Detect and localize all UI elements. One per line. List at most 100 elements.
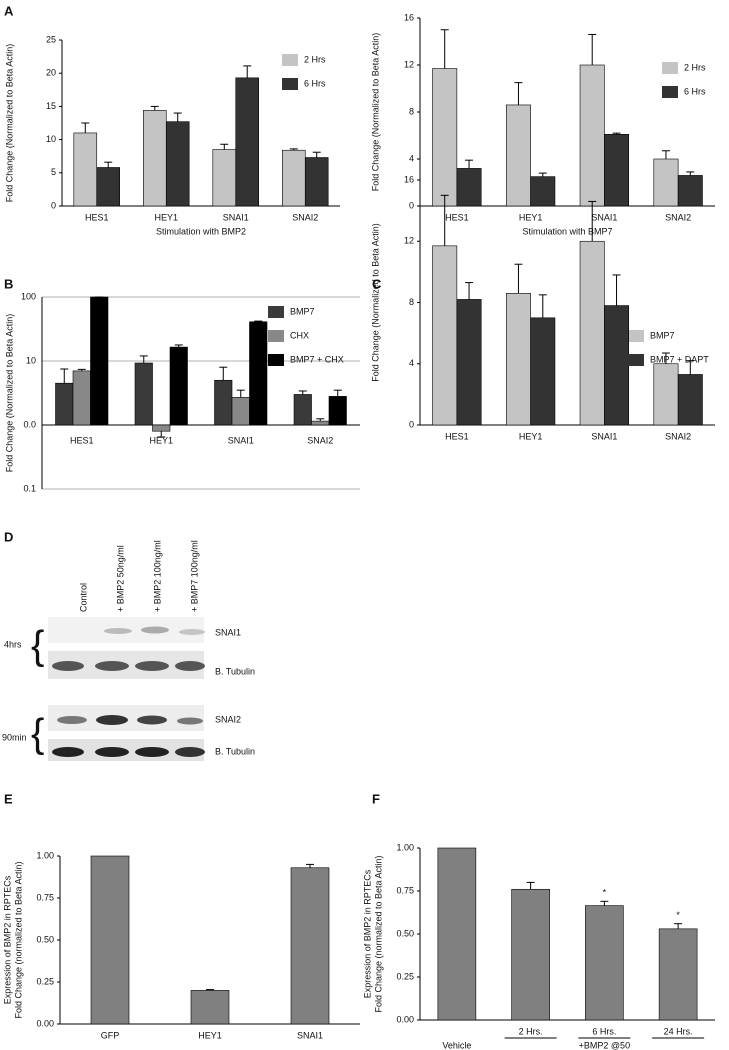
y-tick-label: 1.00 bbox=[396, 842, 414, 852]
y-tick-label: 25 bbox=[46, 34, 56, 44]
y-tick-label: 0 bbox=[409, 419, 414, 429]
band bbox=[52, 661, 84, 671]
group-label: 4hrs bbox=[4, 639, 22, 649]
bar bbox=[456, 299, 482, 426]
x-tick-label: SNAI1 bbox=[228, 435, 254, 445]
blot: D Control + BMP2 50ng/ml + BMP2 100ng/ml… bbox=[2, 529, 255, 761]
y-tick-label: 8 bbox=[409, 106, 414, 116]
bar bbox=[73, 132, 98, 207]
x-tick-label: GFP bbox=[101, 1030, 120, 1040]
x-axis-label: Stimulation with BMP2 bbox=[156, 226, 246, 236]
bar bbox=[432, 245, 458, 426]
bar bbox=[134, 362, 153, 426]
legend-label: BMP7 + DAPT bbox=[650, 354, 709, 364]
y-tick-label: 5 bbox=[51, 167, 56, 177]
band bbox=[96, 715, 128, 725]
y-tick-label: 100 bbox=[21, 291, 36, 301]
x-tick-label: SNAI2 bbox=[307, 435, 333, 445]
legend-swatch bbox=[268, 306, 284, 318]
y-axis-label: Fold Change (normalized to Beta Actin) bbox=[373, 855, 383, 1012]
panel-letter: C bbox=[372, 276, 382, 291]
y-axis-label: Fold Change (normalized to Beta Actin) bbox=[13, 861, 23, 1018]
bar bbox=[169, 346, 188, 426]
bar bbox=[505, 293, 531, 426]
band bbox=[95, 747, 129, 757]
row-label: SNAI2 bbox=[215, 714, 241, 724]
panel-letter: B bbox=[4, 276, 13, 291]
y-tick-label: 0 bbox=[51, 200, 56, 210]
x-tick-label: HEY1 bbox=[154, 212, 178, 222]
legend-swatch bbox=[662, 86, 678, 98]
legend-label: 2 Hrs bbox=[304, 54, 326, 64]
lane-label: + BMP7 100ng/ml bbox=[189, 540, 199, 612]
legend-label: BMP7 bbox=[290, 306, 315, 316]
bar bbox=[530, 176, 556, 207]
y-tick-label: 0.0 bbox=[23, 419, 36, 429]
bar bbox=[290, 867, 330, 1025]
row-label: B. Tubulin bbox=[215, 666, 255, 676]
x-tick-label: 24 Hrs. bbox=[664, 1026, 693, 1036]
row-label: B. Tubulin bbox=[215, 746, 255, 756]
y-tick-label: 0.75 bbox=[36, 892, 54, 902]
x-tick-label: HES1 bbox=[445, 212, 469, 222]
y-tick-label: 15 bbox=[46, 101, 56, 111]
group-label: +BMP2 @50 bbox=[579, 1040, 630, 1050]
legend-swatch bbox=[282, 78, 298, 90]
bar bbox=[90, 296, 109, 426]
y-tick-label: 16 bbox=[404, 12, 414, 22]
band bbox=[137, 715, 167, 725]
panel-letter: A bbox=[4, 3, 14, 18]
y-axis-label: Fold Change (Normalized to Beta Actin) bbox=[4, 314, 14, 473]
x-tick-label: HEY1 bbox=[519, 431, 543, 441]
y-tick-label: 4 bbox=[409, 358, 414, 368]
bar bbox=[293, 394, 312, 426]
y-tick-label: 0.1 bbox=[23, 483, 36, 493]
x-tick-label: HEY1 bbox=[198, 1030, 222, 1040]
y-tick-label: 10 bbox=[46, 134, 56, 144]
x-tick-label: SNAI1 bbox=[591, 431, 617, 441]
significance: * bbox=[603, 888, 607, 898]
bar bbox=[249, 321, 268, 426]
bar bbox=[530, 317, 556, 426]
bar bbox=[432, 68, 458, 207]
legend-label: BMP7 + CHX bbox=[290, 354, 344, 364]
band bbox=[57, 716, 87, 724]
bar bbox=[653, 363, 679, 426]
y-tick-label: 1.00 bbox=[36, 850, 54, 860]
band bbox=[179, 629, 205, 635]
bar bbox=[90, 855, 130, 1025]
bar bbox=[96, 167, 120, 207]
y-tick-label: 8 bbox=[409, 297, 414, 307]
x-tick-label: HES1 bbox=[70, 435, 94, 445]
x-tick-label: Vehicle bbox=[442, 1040, 471, 1050]
row-label: SNAI1 bbox=[215, 627, 241, 637]
bar bbox=[165, 121, 190, 207]
panel-letter: D bbox=[4, 529, 13, 544]
x-axis-label: Stimulation with BMP7 bbox=[522, 226, 612, 236]
lane-label: + BMP2 100ng/ml bbox=[152, 540, 162, 612]
y-tick-label: 0.25 bbox=[396, 971, 414, 981]
legend-label: 6 Hrs bbox=[684, 86, 706, 96]
legend-swatch bbox=[662, 62, 678, 74]
legend-label: CHX bbox=[290, 330, 309, 340]
band bbox=[95, 661, 129, 671]
y-axis-label: Fold Change (Normalized to Beta Actin) bbox=[370, 33, 380, 192]
bar bbox=[604, 305, 630, 426]
bar bbox=[143, 110, 167, 207]
legend-swatch bbox=[268, 330, 284, 342]
y-tick-label: 20 bbox=[46, 68, 56, 78]
lane-label: Control bbox=[78, 583, 88, 612]
bar bbox=[437, 847, 477, 1021]
bar bbox=[282, 149, 306, 207]
y-tick-label: 10 bbox=[26, 355, 36, 365]
x-tick-label: 2 Hrs. bbox=[519, 1026, 543, 1036]
panel-letter: F bbox=[372, 791, 380, 806]
panel-letter: E bbox=[4, 791, 13, 806]
significance: * bbox=[676, 910, 680, 920]
x-tick-label: SNAI1 bbox=[297, 1030, 323, 1040]
legend-swatch bbox=[282, 54, 298, 66]
bar bbox=[505, 104, 531, 207]
x-tick-label: HEY1 bbox=[149, 435, 173, 445]
bar bbox=[604, 134, 630, 207]
bar bbox=[585, 905, 624, 1021]
